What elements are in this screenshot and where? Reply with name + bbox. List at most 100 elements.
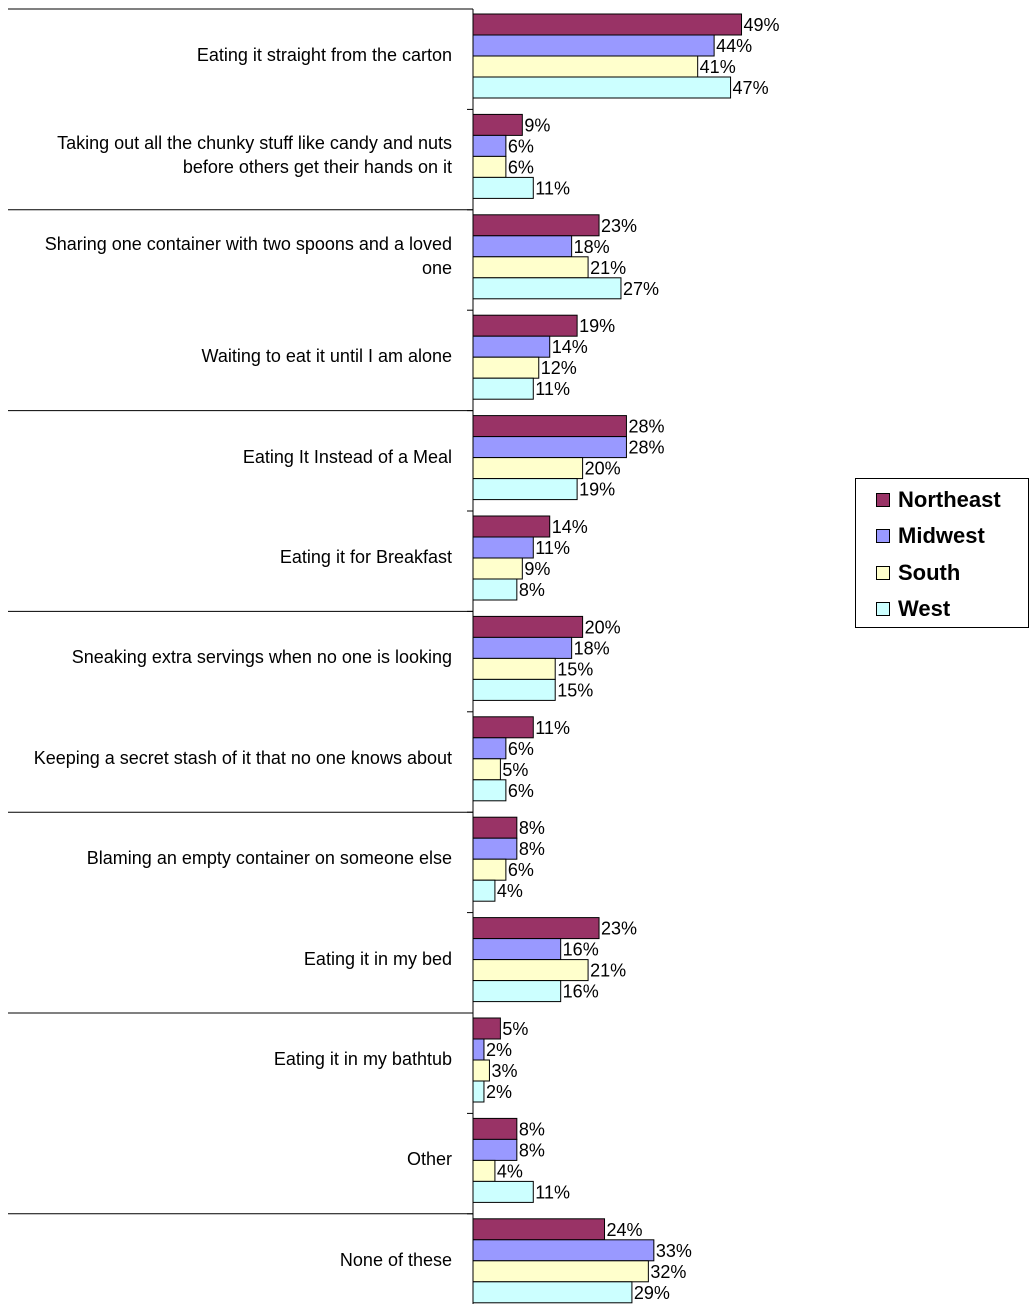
bar-midwest [472,235,573,258]
data-label: 21% [590,258,626,278]
data-label: 49% [744,15,780,35]
data-label: 6% [508,739,534,759]
legend-swatch [876,529,890,543]
bar-south [472,155,507,178]
category-label: Waiting to eat it until I am alone [201,346,452,367]
legend-label: Northeast [898,487,1001,512]
data-label: 16% [563,940,599,960]
category-label: Eating it in my bed [303,948,452,969]
legend-swatch [876,493,890,507]
data-label: 20% [585,459,621,479]
data-label: 24% [607,1220,643,1240]
bar-south [472,1260,649,1283]
bar-south [472,858,507,881]
bar-west [472,1080,485,1103]
bar-west [472,879,496,902]
data-label: 11% [535,718,570,738]
bar-west [472,76,732,99]
data-label: 8% [519,839,545,859]
legend-item-south: South [876,558,960,588]
bar-midwest [472,1239,655,1262]
data-label: 28% [628,417,664,437]
bar-northeast [472,314,578,337]
category-label: Blaming an empty container on someone el… [86,848,452,869]
category-label: Sneaking extra servings when no one is l… [71,647,452,668]
bar-midwest [472,536,534,559]
bar-midwest [472,1138,518,1161]
bar-northeast [472,214,600,237]
bar-south [472,758,501,781]
data-label: 15% [557,680,593,700]
data-label: 41% [700,57,736,77]
data-label: 14% [552,517,588,537]
legend-swatch [876,602,890,616]
data-label: 11% [535,379,570,399]
bar-south [472,657,556,680]
data-label: 5% [502,760,528,780]
bar-northeast [472,1218,606,1241]
bar-northeast [472,13,743,36]
data-label: 47% [733,78,769,98]
data-label: 28% [628,438,664,458]
bar-northeast [472,816,518,839]
bar-northeast [472,1017,501,1040]
data-label: 27% [623,279,659,299]
bar-northeast [472,415,627,438]
data-label: 8% [519,1140,545,1160]
data-label: 44% [716,36,752,56]
bar-south [472,959,589,982]
data-label: 15% [557,659,593,679]
category-label: Keeping a secret stash of it that no one… [33,747,452,768]
category-label: Eating it for Breakfast [279,547,452,567]
data-label: 19% [579,480,615,500]
data-label: 11% [535,1182,570,1202]
legend-label: South [898,560,961,585]
data-label: 5% [502,1019,528,1039]
data-label: 4% [497,1161,523,1181]
bar-west [472,277,622,300]
bar-south [472,1059,490,1082]
data-label: 3% [491,1061,517,1081]
category-label: Eating it straight from the carton [196,45,452,65]
data-label: 8% [519,1119,545,1139]
bar-northeast [472,113,523,136]
data-label: 8% [519,580,545,600]
data-label: 12% [541,358,577,378]
bar-midwest [472,737,507,760]
data-label: 6% [508,860,534,880]
legend-label: Midwest [898,523,985,548]
bar-south [472,457,584,480]
data-label: 6% [508,136,534,156]
data-label: 9% [524,559,550,579]
category-label: Eating It Instead of a Meal [242,446,452,467]
data-label: 16% [563,982,599,1002]
bar-south [472,356,540,379]
bar-west [472,678,556,701]
bar-west [472,779,507,802]
category-label: Other [406,1149,452,1170]
bar-midwest [472,938,562,961]
bar-midwest [472,837,518,860]
bar-south [472,557,523,580]
bar-south [472,55,699,78]
bar-northeast [472,917,600,940]
data-label: 2% [486,1040,512,1060]
bar-south [472,256,589,279]
legend-swatch [876,566,890,580]
bar-midwest [472,636,573,659]
bar-northeast [472,1117,518,1140]
legend-item-northeast: Northeast [876,485,1001,515]
data-label: 6% [508,157,534,177]
category-label: Eating it in my bathtub [273,1049,452,1069]
legend-label: West [898,596,951,621]
legend-item-midwest: Midwest [876,521,985,551]
bar-northeast [472,716,534,739]
data-label: 18% [574,638,610,658]
category-label: Sharing one container with two spoons an… [44,233,452,278]
data-label: 9% [524,115,550,135]
category-label: Taking out all the chunky stuff like can… [57,133,452,178]
bar-west [472,478,578,501]
bar-west [472,176,534,199]
